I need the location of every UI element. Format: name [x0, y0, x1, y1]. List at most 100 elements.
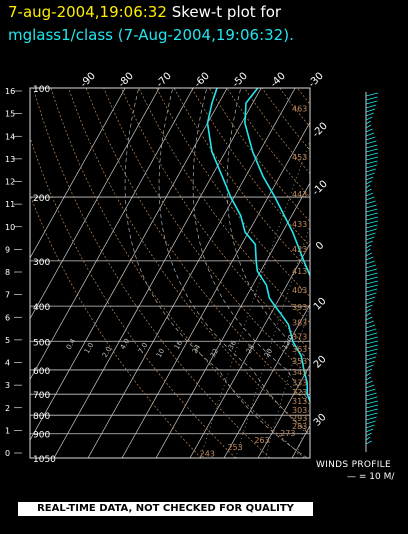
wind-barb — [365, 384, 375, 389]
dry-adiabat-label: 443 — [292, 190, 307, 199]
dry-adiabat — [32, 88, 271, 458]
wind-barb — [365, 344, 379, 349]
height-tick-label: 8 — [5, 268, 10, 277]
mixing-ratio-label: 28 — [245, 343, 256, 355]
dry-adiabat-label: 283 — [292, 422, 307, 431]
temp-tick-right: 10 — [312, 296, 329, 313]
height-tick-label: 3 — [5, 381, 10, 390]
dry-adiabat-label: 413 — [292, 267, 307, 276]
wind-barb — [365, 276, 379, 281]
dry-adiabat — [30, 194, 202, 458]
wind-barb — [365, 424, 375, 429]
wind-barb — [365, 252, 373, 257]
wind-barb — [365, 264, 377, 269]
isotherm-line — [30, 88, 194, 381]
mixing-ratio-label: 16 — [173, 339, 185, 351]
temp-tick-top: -70 — [155, 71, 174, 90]
wind-barb — [365, 196, 375, 201]
wind-barb — [365, 332, 378, 337]
dry-adiabat — [244, 88, 310, 175]
wind-barb — [365, 168, 376, 173]
dry-adiabat-label: 463 — [292, 104, 307, 113]
temp-tick-top: -40 — [269, 71, 288, 90]
dry-adiabat — [156, 88, 310, 298]
wind-barb — [365, 124, 372, 129]
pressure-tick-label: 500 — [33, 338, 50, 348]
temp-tick-right: 20 — [312, 354, 329, 371]
wind-barb — [365, 364, 374, 369]
height-tick-label: 12 — [5, 178, 15, 187]
dry-adiabat — [315, 88, 408, 458]
mixing-ratio-line — [389, 88, 408, 458]
isotherm-line — [394, 88, 408, 458]
pressure-tick-label: 900 — [33, 431, 50, 441]
quality-warning: REAL-TIME DATA, NOT CHECKED FOR QUALITY — [18, 502, 313, 516]
wind-barb — [365, 172, 375, 177]
mixing-ratio-line — [296, 405, 310, 458]
dry-adiabat — [350, 88, 408, 458]
wind-barb — [365, 272, 378, 277]
temp-tick-top: -30 — [307, 71, 326, 90]
wind-barb — [365, 320, 374, 325]
wind-barb — [365, 144, 378, 149]
wind-barb — [365, 376, 372, 381]
pressure-tick-label: 1050 — [33, 455, 56, 465]
isotherm-line — [53, 88, 262, 458]
height-tick-label: 7 — [5, 291, 10, 300]
wind-barb — [365, 336, 378, 341]
height-tick-label: 1 — [5, 426, 10, 435]
wind-barb — [365, 352, 378, 357]
wind-barb — [365, 120, 371, 125]
wind-barb — [365, 128, 373, 133]
temp-tick-top: -50 — [231, 71, 250, 90]
wind-barb — [365, 140, 377, 145]
isotherm-line — [87, 88, 296, 458]
height-tick-label: 11 — [5, 200, 15, 209]
isotherm-line — [30, 88, 228, 441]
pressure-tick-label: 300 — [33, 258, 50, 268]
moist-adiabat — [226, 88, 310, 362]
wind-barb — [365, 300, 375, 305]
wind-barb — [365, 412, 378, 417]
wind-barb — [365, 368, 373, 373]
wind-barb — [365, 116, 373, 121]
wind-barb — [365, 164, 377, 169]
dry-adiabat-label: 273 — [280, 429, 295, 438]
dry-adiabat — [368, 88, 408, 458]
height-tick-label: 10 — [5, 223, 15, 232]
wind-barb — [365, 288, 378, 293]
mixing-ratio-label: 0.4 — [65, 337, 78, 351]
wind-barb — [365, 280, 379, 285]
pressure-tick-label: 700 — [33, 391, 50, 401]
wind-barb — [365, 232, 376, 237]
wind-barb — [365, 304, 373, 309]
plot-area — [30, 88, 408, 458]
wind-barb — [365, 240, 374, 245]
dry-adiabat-label: 363 — [292, 345, 307, 354]
dry-adiabat-label: 343 — [292, 368, 307, 377]
moist-adiabat — [124, 88, 308, 458]
dry-adiabat-label: 243 — [200, 449, 215, 458]
dry-adiabat-label: 263 — [254, 436, 269, 445]
wind-barb — [365, 396, 378, 401]
wind-barb — [365, 380, 373, 385]
temp-tick-right: 0 — [314, 240, 326, 252]
height-tick-label: 2 — [5, 404, 10, 413]
wind-barb — [365, 356, 377, 361]
wind-barb — [365, 100, 378, 105]
wind-barb — [365, 340, 379, 345]
wind-barb — [365, 440, 372, 445]
height-tick-label: 16 — [5, 87, 15, 96]
height-tick-label: 13 — [5, 155, 15, 164]
title-line-1: 7-aug-2004,19:06:32 Skew-t plot for — [8, 2, 281, 22]
wind-barb — [365, 104, 377, 109]
winds-profile-label: WINDS PROFILE — [316, 460, 391, 470]
wind-barb — [365, 112, 374, 117]
mixing-ratio-label: 10 — [155, 347, 166, 359]
wind-barb — [365, 284, 378, 289]
height-tick-label: 15 — [5, 110, 15, 119]
wind-barb — [365, 208, 378, 213]
dry-adiabat-label: 383 — [292, 318, 307, 327]
wind-barb — [365, 160, 378, 165]
